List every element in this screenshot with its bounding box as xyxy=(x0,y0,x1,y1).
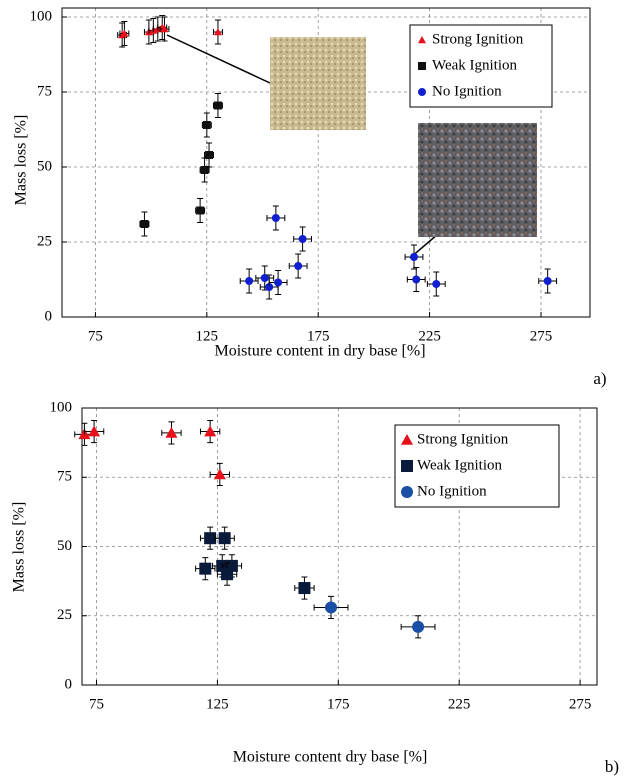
legend-box xyxy=(394,424,560,508)
point xyxy=(160,25,169,33)
x-tick-label: 175 xyxy=(327,696,350,712)
legend-marker xyxy=(401,460,413,472)
x-axis-label: Moisture content dry base [%] xyxy=(233,749,428,766)
y-axis-label: Mass loss [%] xyxy=(11,502,28,593)
point xyxy=(213,28,222,36)
point xyxy=(218,532,231,545)
y-tick-label: 100 xyxy=(30,8,53,24)
point xyxy=(221,568,234,581)
x-tick-label: 275 xyxy=(569,696,592,712)
x-tick-label: 175 xyxy=(307,328,330,344)
point xyxy=(165,426,178,438)
x-axis-label: Moisture content in dry base [%] xyxy=(214,343,425,360)
point xyxy=(298,582,311,595)
legend-label: No Ignition xyxy=(417,483,487,499)
x-tick-label: 275 xyxy=(530,328,553,344)
y-tick-label: 25 xyxy=(57,607,72,623)
point xyxy=(274,278,283,287)
point xyxy=(202,121,211,129)
y-axis-label: Mass loss [%] xyxy=(13,115,30,206)
point xyxy=(245,277,254,285)
point xyxy=(88,425,101,437)
point xyxy=(140,220,149,228)
legend-marker xyxy=(418,62,426,70)
legend-marker xyxy=(418,36,426,44)
point xyxy=(204,532,217,545)
legend-label: No Ignition xyxy=(432,83,502,99)
point xyxy=(196,206,205,215)
point xyxy=(213,468,226,480)
point xyxy=(199,562,212,575)
y-tick-label: 75 xyxy=(37,83,52,99)
legend-label: Strong Ignition xyxy=(432,31,524,47)
panel-b: 0 25 50 75 100 75 125 175 225 275 Moisture content… xyxy=(11,399,619,775)
plot-frame xyxy=(61,7,591,318)
sample-photo xyxy=(418,123,537,237)
y-tick-label: 0 xyxy=(65,676,73,692)
point xyxy=(271,214,280,222)
y-tick-label: 50 xyxy=(57,538,72,554)
y-tick-label: 25 xyxy=(37,233,52,249)
legend-label: Strong Ignition xyxy=(417,431,509,447)
callout-line xyxy=(166,34,271,84)
point xyxy=(410,253,418,261)
legend-label: Weak Ignition xyxy=(417,457,503,473)
point xyxy=(260,274,269,282)
sample-photo xyxy=(270,37,366,130)
point xyxy=(294,262,303,270)
x-tick-label: 225 xyxy=(418,328,441,344)
plot-frame xyxy=(81,407,598,686)
point xyxy=(204,425,217,437)
legend-marker xyxy=(418,88,426,96)
point xyxy=(412,620,425,633)
point xyxy=(412,275,421,284)
x-tick-label: 75 xyxy=(89,696,104,712)
y-tick-label: 100 xyxy=(50,399,73,415)
y-tick-label: 50 xyxy=(37,158,52,174)
point xyxy=(205,151,214,159)
y-tick-label: 0 xyxy=(45,308,53,324)
y-tick-label: 75 xyxy=(57,469,72,485)
x-tick-label: 125 xyxy=(206,696,229,712)
point xyxy=(432,280,441,288)
legend-label: Weak Ignition xyxy=(432,57,518,73)
legend-marker xyxy=(401,486,413,498)
point xyxy=(265,283,274,291)
x-tick-label: 125 xyxy=(196,328,219,344)
panel-label: b) xyxy=(605,757,619,776)
legend-box xyxy=(409,24,553,108)
point xyxy=(543,277,552,285)
x-tick-label: 225 xyxy=(448,696,471,712)
point xyxy=(120,29,129,37)
legend-marker xyxy=(401,434,413,445)
x-tick-label: 75 xyxy=(88,328,103,344)
point xyxy=(213,101,222,110)
panel-label: a) xyxy=(593,369,606,388)
point xyxy=(200,166,209,174)
point xyxy=(298,235,307,243)
panel-a: 0 25 50 75 100 75 125 175 225 275 Moisture content… xyxy=(13,7,607,388)
point xyxy=(325,601,338,614)
